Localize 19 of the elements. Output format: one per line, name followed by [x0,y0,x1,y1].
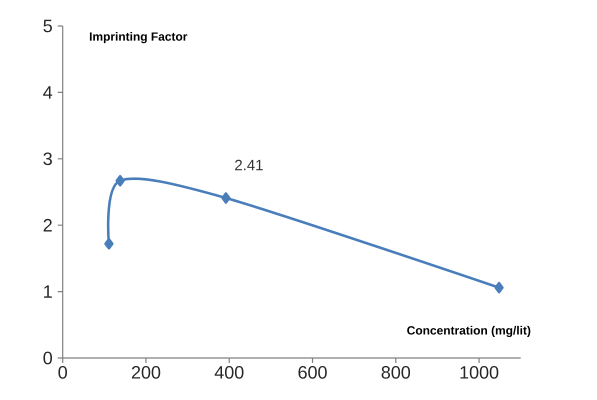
x-tick-label: 400 [214,366,244,379]
x-tick-label: 600 [298,366,327,379]
y-tick-label: 4 [43,86,52,99]
y-tick-label: 5 [43,20,52,32]
x-axis-title: Concentration (mg/lit) [407,326,530,338]
x-tick-label: 200 [132,366,160,379]
x-tick-label: 0 [58,366,67,379]
point [116,174,125,186]
y-tick-label: 0 [43,352,52,364]
point [221,192,231,204]
y-tick-label: 3 [43,152,52,166]
point [104,238,114,250]
x-tick-label: 800 [382,366,410,379]
x-tick-label: 1000 [460,366,498,379]
y-axis-title: Imprinting Factor [90,32,188,44]
y-tick-label: 2 [44,218,52,232]
y-tick-label: 1 [44,285,52,298]
data-label: 2.41 [235,160,263,170]
point [494,282,504,294]
